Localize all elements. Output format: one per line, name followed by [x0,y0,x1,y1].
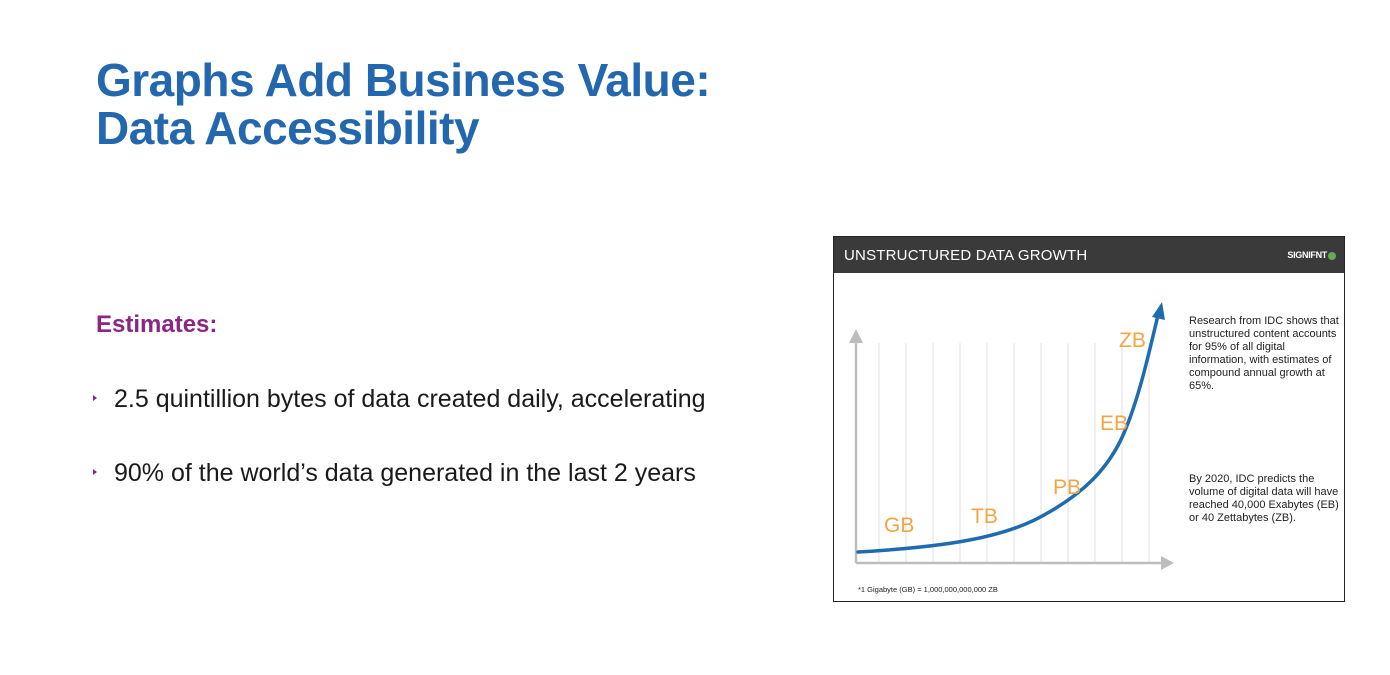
label-eb: EB [1100,412,1128,435]
bullet-marker-icon [93,469,97,476]
curve-arrowhead-icon [1152,302,1165,320]
bullet-marker-icon [93,395,97,402]
growth-illustration: GB TB PB EB ZB [849,302,1174,570]
label-pb: PB [1053,476,1081,499]
bullet-text: 90% of the world’s data generated in the… [114,459,696,487]
grid-lines [878,343,1150,563]
figure-paragraph-1: Research from IDC shows that unstructure… [1189,315,1339,392]
x-axis-arrow-icon [1161,556,1174,570]
figure-paragraph-2: By 2020, IDC predicts the volume of digi… [1189,473,1339,524]
y-axis-arrow-icon [849,329,863,343]
label-gb: GB [884,514,914,537]
slide-title-line-1: Graphs Add Business Value: [96,54,711,106]
growth-curve [856,313,1160,554]
figure-header: UNSTRUCTURED DATA GROWTH SIGNIFNT [834,237,1344,273]
figure-footnote: *1 Gigabyte (GB) = 1,000,000,000,000 ZB [858,585,998,594]
slide-title: Graphs Add Business Value: Data Accessib… [96,54,711,154]
logo-text: SIGNIFNT [1287,250,1327,260]
figure-title: UNSTRUCTURED DATA GROWTH [844,247,1088,264]
label-tb: TB [971,505,998,528]
company-logo: SIGNIFNT [1287,250,1336,260]
slide-title-line-2: Data Accessibility [96,102,480,154]
data-growth-figure: UNSTRUCTURED DATA GROWTH SIGNIFNT [833,236,1345,602]
bullet-item: 2.5 quintillion bytes of data created da… [93,385,706,414]
label-zb: ZB [1119,329,1146,352]
estimates-heading: Estimates: [96,311,218,338]
bullet-item: 90% of the world’s data generated in the… [93,459,696,488]
logo-dot-icon [1328,251,1336,260]
bullet-text: 2.5 quintillion bytes of data created da… [114,385,706,413]
